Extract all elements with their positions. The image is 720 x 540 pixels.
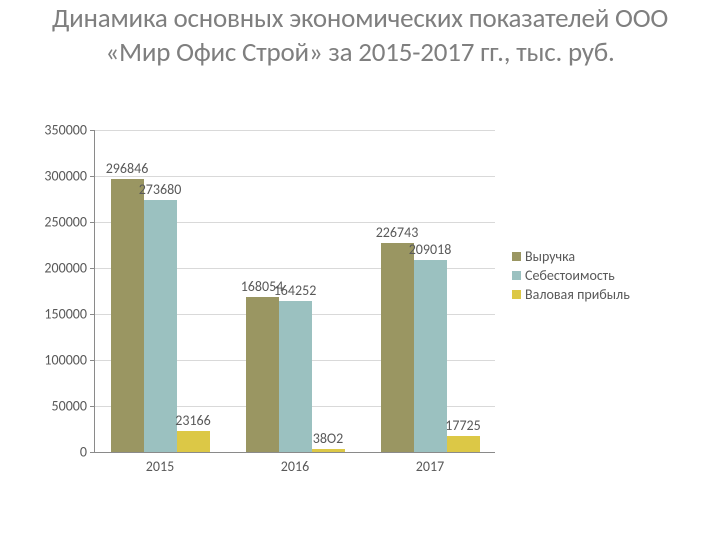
x-tick-label: 2017 [416,458,444,475]
bar-value-label: 17725 [445,417,480,434]
legend-swatch [512,290,521,299]
plot-region: 0500001000001500002000002500003000003500… [94,130,495,453]
bar-value-label: 273680 [139,181,182,198]
y-tickmark [90,268,95,269]
y-tick-label: 150000 [44,306,87,323]
bar-chart: 0500001000001500002000002500003000003500… [34,130,684,520]
bar [447,436,480,452]
bar [312,449,345,452]
legend: Выручка Себестоимость Валовая прибыль [512,246,630,305]
bar-value-label: 226743 [376,224,419,241]
bar-group: 29684627368023166 [111,130,210,452]
y-tick-label: 300000 [44,168,87,185]
bar-value-label: 164252 [274,282,317,299]
y-tickmark [90,406,95,407]
y-tick-label: 0 [80,444,87,461]
bar-value-label: 296846 [106,160,149,177]
legend-swatch [512,252,521,261]
legend-item: Себестоимость [512,267,630,284]
bar-value-label: 23166 [175,412,210,429]
y-tick-label: 200000 [44,260,87,277]
bar [177,431,210,452]
legend-label: Выручка [525,248,575,265]
legend-item: Выручка [512,248,630,265]
bar-group: 16805416425238О2 [246,130,345,452]
legend-label: Себестоимость [525,267,615,284]
bar-value-label: 209018 [409,241,452,258]
x-tick-label: 2015 [146,458,174,475]
y-tick-label: 100000 [44,352,87,369]
y-tickmark [90,452,95,453]
y-tick-label: 250000 [44,214,87,231]
bar [111,179,144,452]
y-tickmark [90,360,95,361]
bar-group: 22674320901817725 [381,130,480,452]
bar [144,200,177,452]
bar-value-label: 38О2 [313,430,344,447]
legend-item: Валовая прибыль [512,286,630,303]
y-tick-label: 50000 [52,398,87,415]
legend-swatch [512,271,521,280]
y-tickmark [90,222,95,223]
bar [246,297,279,452]
legend-label: Валовая прибыль [525,286,630,303]
y-tickmark [90,314,95,315]
x-tick-label: 2016 [281,458,309,475]
chart-title: Динамика основных экономических показате… [20,0,700,70]
y-tickmark [90,176,95,177]
bar [279,301,312,452]
bar [381,243,414,452]
y-tickmark [90,130,95,131]
y-tick-label: 350000 [44,122,87,139]
bar [414,260,447,452]
